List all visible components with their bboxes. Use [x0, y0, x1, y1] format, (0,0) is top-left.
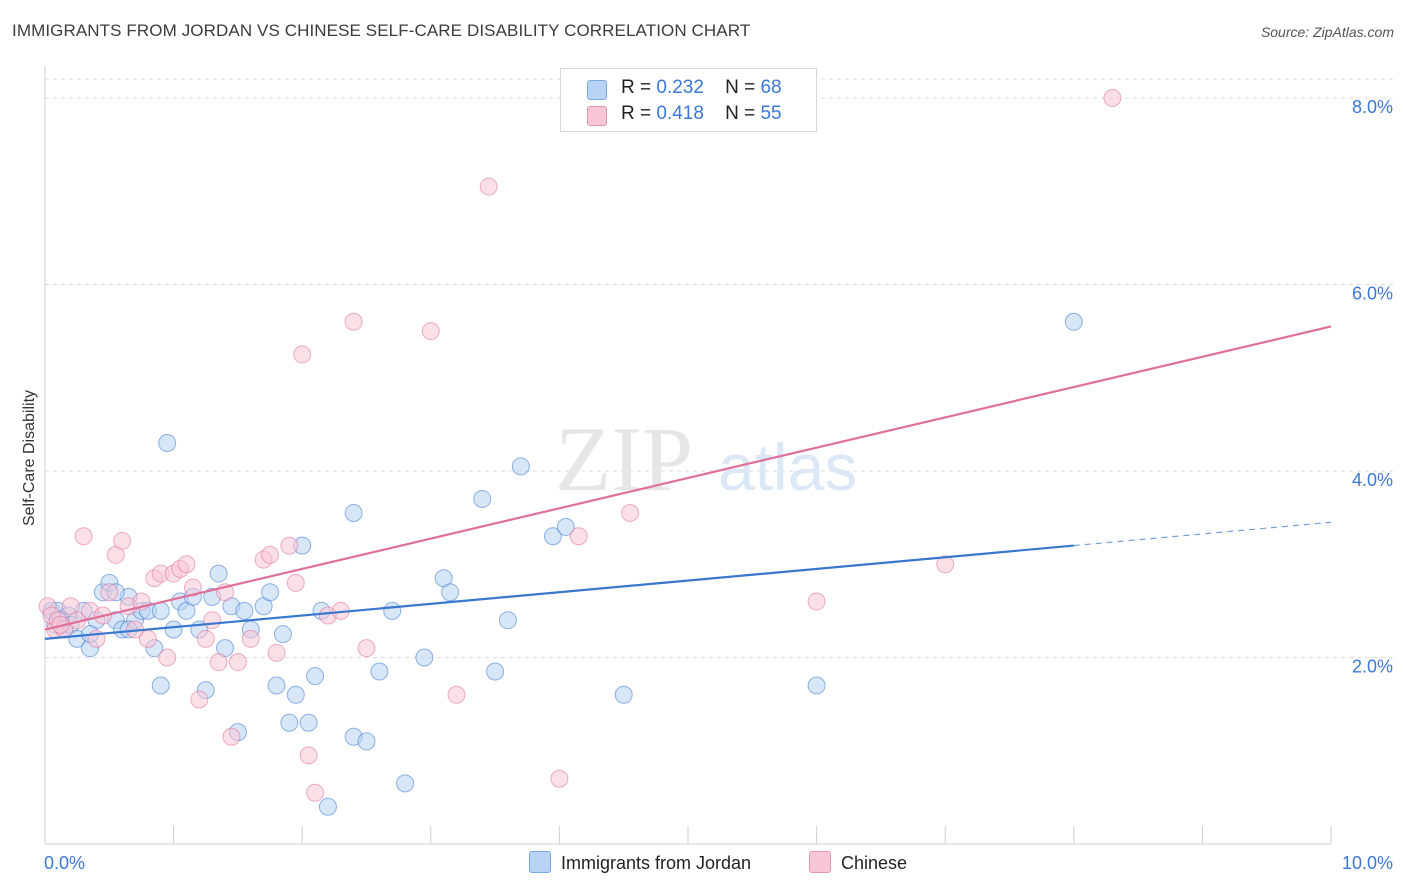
data-point	[498, 611, 517, 630]
data-point	[164, 620, 183, 639]
bottom-legend-swatch-chinese	[809, 851, 831, 873]
y-tick-label: 8.0%	[1352, 97, 1393, 117]
data-point	[1064, 312, 1083, 331]
data-point	[344, 312, 363, 331]
bottom-legend-swatch-jordan	[529, 851, 551, 873]
data-point	[196, 629, 215, 648]
data-point	[421, 322, 440, 341]
trend-line-chinese	[44, 325, 1332, 631]
y-tick-label: 4.0%	[1352, 470, 1393, 490]
watermark-zip: ZIP	[555, 408, 693, 510]
data-point	[222, 727, 241, 746]
bottom-legend-jordan: Immigrants from Jordan	[529, 851, 751, 874]
data-point	[203, 611, 222, 630]
legend-n-value: 55	[760, 103, 782, 124]
data-point	[209, 653, 228, 672]
data-point	[447, 685, 466, 704]
data-point	[286, 685, 305, 704]
data-point	[280, 713, 299, 732]
data-point	[138, 629, 157, 648]
data-point	[473, 489, 492, 508]
data-point	[293, 345, 312, 364]
watermark: ZIP atlas	[555, 408, 857, 510]
data-point	[344, 503, 363, 522]
data-point	[209, 564, 228, 583]
data-point	[177, 555, 196, 574]
data-point	[1103, 88, 1122, 107]
data-point	[370, 662, 389, 681]
data-point	[261, 545, 280, 564]
series-jordan-points	[42, 312, 1083, 816]
data-point	[74, 527, 93, 546]
data-point	[183, 578, 202, 597]
data-point	[396, 774, 415, 793]
x-tick-label: 0.0%	[44, 853, 85, 873]
data-point	[486, 662, 505, 681]
data-point	[479, 177, 498, 196]
axes	[44, 66, 1332, 845]
legend-r-label: R =	[621, 103, 652, 124]
data-point	[280, 536, 299, 555]
data-point	[357, 639, 376, 658]
data-point	[113, 531, 132, 550]
source-label: Source: ZipAtlas.com	[1260, 24, 1394, 40]
data-point	[511, 457, 530, 476]
data-point	[550, 769, 569, 788]
y-tick-label: 6.0%	[1352, 283, 1393, 303]
data-point	[100, 583, 119, 602]
data-point	[228, 653, 247, 672]
data-point	[158, 648, 177, 667]
data-point	[151, 676, 170, 695]
data-point	[306, 783, 325, 802]
legend-swatch-chinese	[587, 106, 607, 126]
watermark-atlas: atlas	[718, 430, 857, 504]
trend-extension-jordan	[1073, 521, 1332, 547]
data-point	[614, 685, 633, 704]
stats-legend: R = 0.232 N = 68 R = 0.418 N = 55	[560, 68, 817, 132]
legend-n-label: N =	[725, 77, 756, 98]
bottom-legend-label-jordan: Immigrants from Jordan	[561, 853, 752, 873]
data-point	[357, 732, 376, 751]
bottom-legend-label-chinese: Chinese	[841, 853, 908, 873]
legend-r-label: R =	[621, 77, 652, 98]
data-point	[621, 503, 640, 522]
data-point	[306, 667, 325, 686]
legend-n-label: N =	[725, 103, 756, 124]
data-point	[267, 676, 286, 695]
bottom-legend-chinese: Chinese	[809, 851, 907, 874]
data-point	[151, 601, 170, 620]
y-axis-label: Self-Care Disability	[21, 389, 38, 527]
data-point	[936, 555, 955, 574]
data-point	[299, 746, 318, 765]
y-tick-label: 2.0%	[1352, 656, 1393, 676]
data-point	[267, 643, 286, 662]
data-point	[158, 434, 177, 453]
data-point	[807, 676, 826, 695]
trend-line-jordan	[44, 544, 1074, 640]
data-point	[241, 629, 260, 648]
data-point	[383, 601, 402, 620]
data-point	[415, 648, 434, 667]
data-point	[543, 527, 562, 546]
data-point	[235, 601, 254, 620]
series-chinese-points	[38, 88, 1122, 802]
data-point	[286, 573, 305, 592]
legend-swatch-jordan	[587, 80, 607, 100]
data-point	[807, 592, 826, 611]
data-point	[556, 517, 575, 536]
legend-r-value: 0.418	[656, 103, 704, 124]
data-point	[318, 797, 337, 816]
data-point	[190, 690, 209, 709]
chart-title: IMMIGRANTS FROM JORDAN VS CHINESE SELF-C…	[12, 21, 751, 40]
legend-r-value: 0.232	[656, 77, 704, 98]
grid-lines	[45, 78, 1395, 658]
data-point	[569, 527, 588, 546]
data-point	[273, 625, 292, 644]
data-point	[299, 713, 318, 732]
x-tick-label: 10.0%	[1342, 853, 1393, 873]
data-point	[261, 583, 280, 602]
data-point	[441, 583, 460, 602]
legend-n-value: 68	[760, 77, 782, 98]
